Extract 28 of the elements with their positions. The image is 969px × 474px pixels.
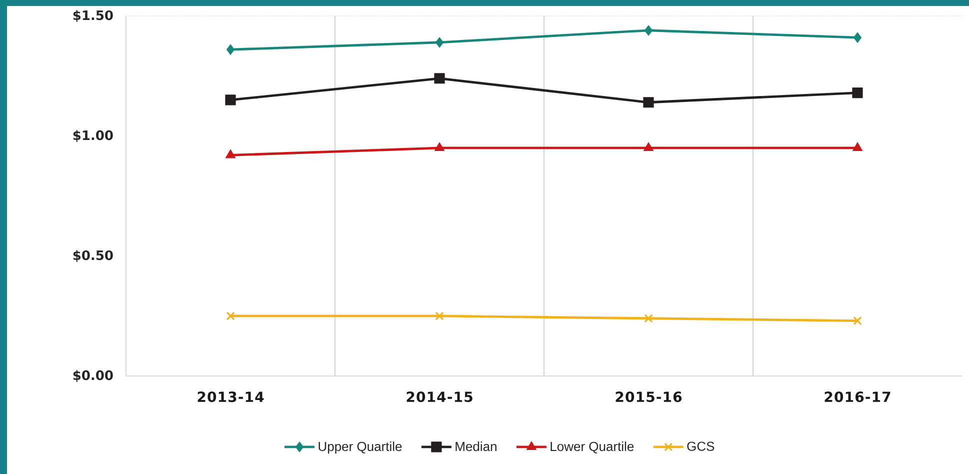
point [435,312,444,320]
point [225,94,236,106]
point [644,314,653,323]
y-tick-label: $1.00 [73,130,113,142]
y-tick-label: $1.50 [73,10,113,22]
point [434,73,445,84]
point [226,312,235,320]
y-tick-label: $0.00 [73,370,113,382]
point [852,87,863,98]
legend-label: Upper Quartile [318,442,402,454]
point [852,142,863,152]
x-tick-label: 2015-16 [616,392,682,402]
y-tick-label: $0.50 [73,250,113,262]
point [226,44,235,55]
x-tick-label: 2013-14 [198,392,264,402]
x-tick-label: 2016-17 [824,392,890,402]
x-tick-label: 2014-15 [406,392,472,402]
legend-label: Median [456,442,496,452]
point [644,25,653,36]
point [643,142,654,152]
point [643,97,654,108]
point [853,32,862,43]
legend-label: GCS [687,442,714,451]
legend-label: Lower Quartile [550,442,634,454]
point [853,316,862,326]
point [225,149,236,158]
point [434,142,445,152]
point [435,37,444,48]
